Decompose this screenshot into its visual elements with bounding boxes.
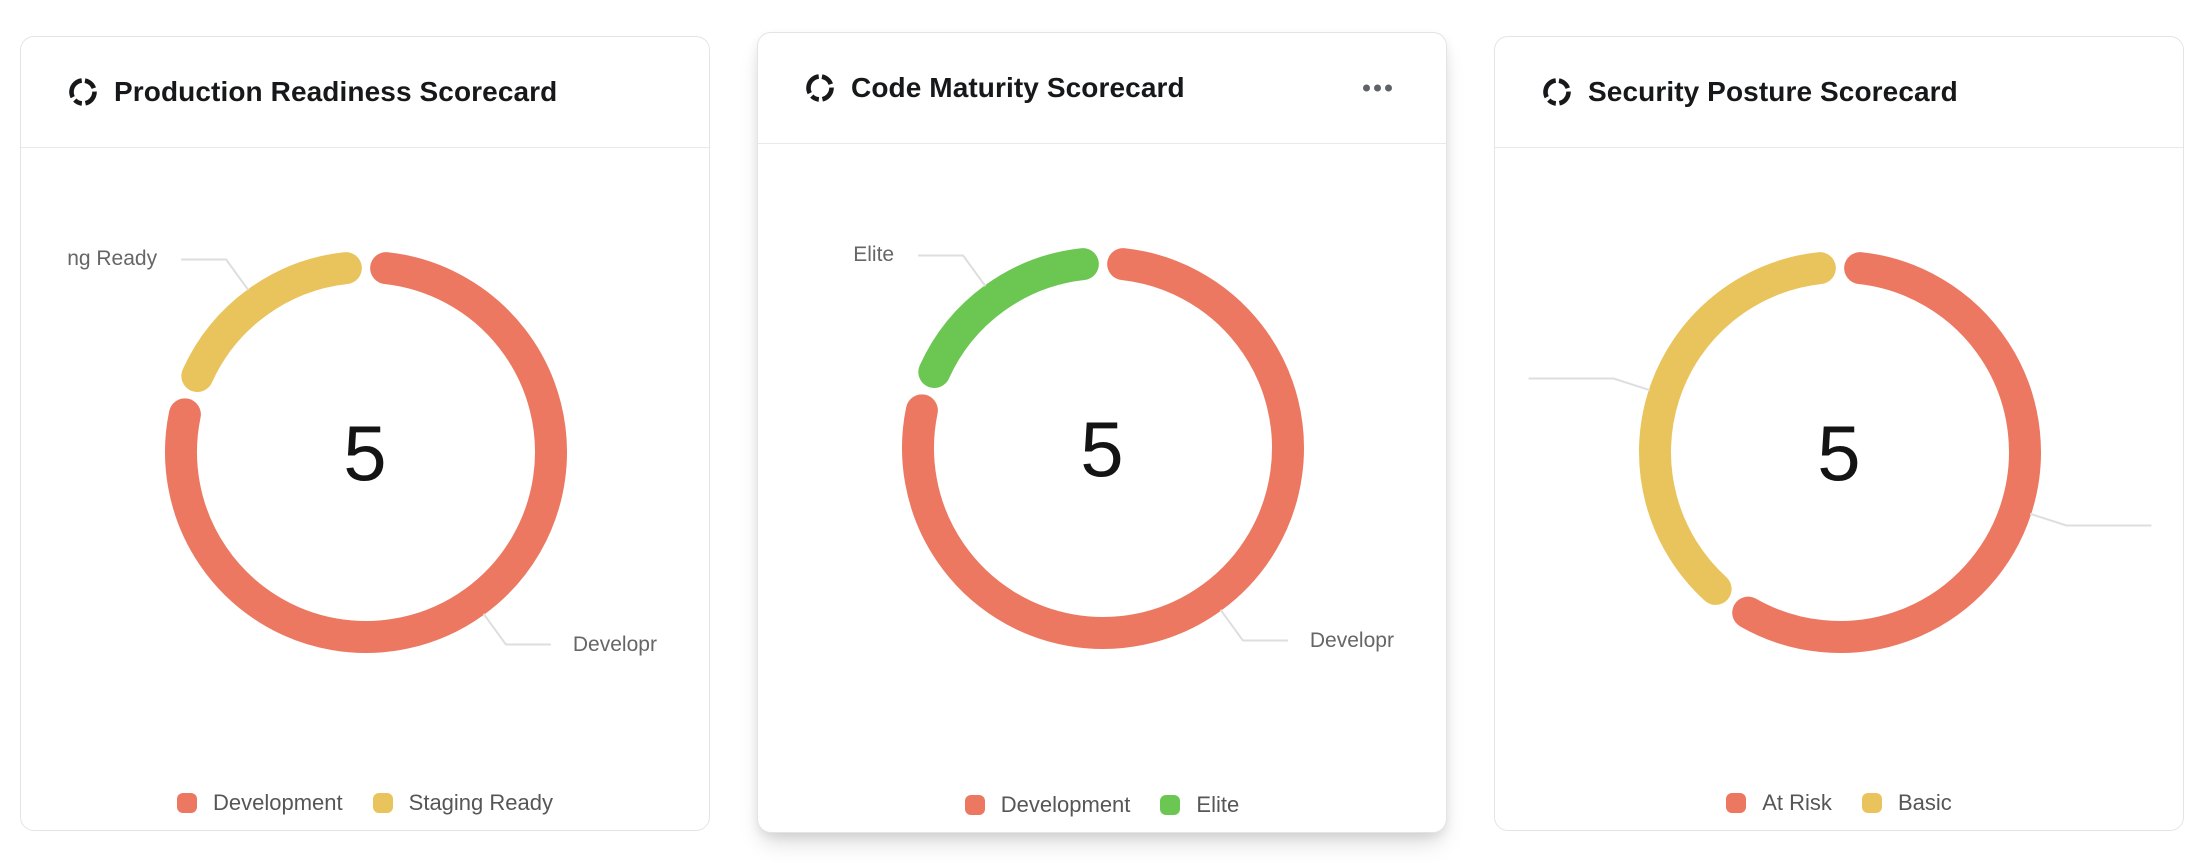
card-title: Security Posture Scorecard xyxy=(1588,76,1958,107)
chart-legend: At Risk Basic xyxy=(1519,790,2159,816)
legend-item-elite[interactable]: Elite xyxy=(1160,792,1239,818)
card-header: Code Maturity Scorecard xyxy=(758,33,1446,144)
chart-total-value: 5 xyxy=(1080,405,1124,493)
label-leader-line xyxy=(2029,512,2152,527)
legend-label: Basic xyxy=(1897,790,1952,815)
ellipsis-menu-icon[interactable] xyxy=(1355,77,1400,100)
donut-chart: 5 Development Elite Elite Developr xyxy=(782,145,1422,832)
donut-segment-at-risk[interactable] xyxy=(1732,252,2041,653)
donut-chart-icon xyxy=(806,74,834,102)
label-leader-line xyxy=(1528,377,1651,392)
label-leader-line xyxy=(918,254,987,287)
label-leader-line xyxy=(1219,609,1288,642)
legend-item-development[interactable]: Development xyxy=(964,792,1131,818)
segment-callout-label: ng Ready xyxy=(67,247,158,271)
legend-swatch xyxy=(964,795,985,815)
legend-label: Development xyxy=(1000,792,1131,817)
scorecards-dashboard: Production Readiness Scorecard 5 Develop… xyxy=(20,32,2184,833)
legend-label: At Risk xyxy=(1762,790,1832,815)
donut-chart: 5 At Risk Basic xyxy=(1519,149,2159,830)
card-header: Security Posture Scorecard xyxy=(1495,37,2183,148)
legend-label: Staging Ready xyxy=(408,790,553,815)
chart-total-value: 5 xyxy=(343,409,387,497)
legend-swatch xyxy=(372,793,393,813)
label-leader-line xyxy=(181,258,250,291)
legend-item-at-risk[interactable]: At Risk xyxy=(1726,790,1832,816)
segment-callout-label: Developr xyxy=(572,632,657,656)
donut-chart-icon xyxy=(69,78,97,106)
legend-label: Elite xyxy=(1196,792,1240,817)
donut-segment-elite[interactable] xyxy=(918,248,1099,388)
legend-item-basic[interactable]: Basic xyxy=(1861,790,1952,816)
donut-chart: 5 Development Staging Ready ng Ready Devel… xyxy=(45,149,685,830)
legend-swatch xyxy=(177,793,198,813)
label-leader-line xyxy=(482,613,551,646)
donut-segment-staging-ready[interactable] xyxy=(181,252,362,392)
donut-segment-development[interactable] xyxy=(902,248,1304,649)
segment-callout-label: Elite xyxy=(853,243,895,267)
code-maturity-card: Code Maturity Scorecard 5 Development Eli… xyxy=(757,32,1447,833)
legend-item-staging-ready[interactable]: Staging Ready xyxy=(372,790,553,816)
card-title: Production Readiness Scorecard xyxy=(114,76,558,107)
card-title: Code Maturity Scorecard xyxy=(851,72,1185,103)
chart-total-value: 5 xyxy=(1817,409,1861,497)
legend-item-development[interactable]: Development xyxy=(177,790,343,816)
donut-chart-icon xyxy=(1543,78,1571,106)
card-header: Production Readiness Scorecard xyxy=(21,37,709,148)
production-readiness-card: Production Readiness Scorecard 5 Develop… xyxy=(20,36,710,831)
legend-swatch xyxy=(1861,793,1882,813)
donut-segment-development[interactable] xyxy=(165,252,567,653)
legend-label: Development xyxy=(213,790,343,815)
chart-legend: Development Staging Ready xyxy=(45,790,685,816)
legend-swatch xyxy=(1726,793,1747,813)
segment-callout-label: Developr xyxy=(1309,628,1394,652)
legend-swatch xyxy=(1160,795,1181,815)
chart-legend: Development Elite xyxy=(782,792,1422,818)
donut-segment-basic[interactable] xyxy=(1639,252,1836,605)
security-posture-card: Security Posture Scorecard 5 At Risk Basi… xyxy=(1494,36,2184,831)
